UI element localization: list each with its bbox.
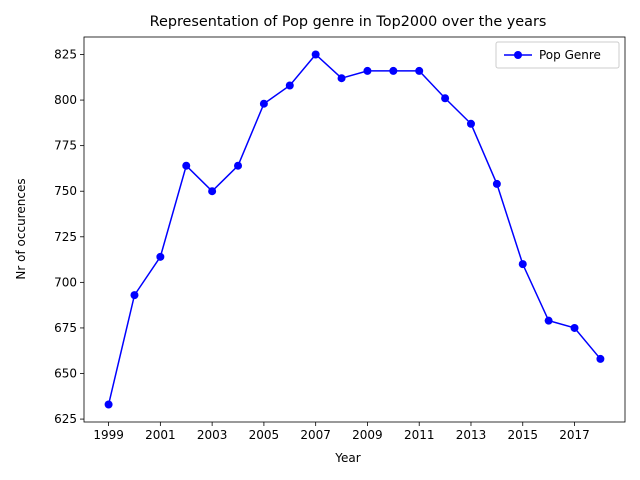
y-axis: 625 650 675 700 725 750 775 800 825 [54,48,84,426]
x-axis: 1999 2001 2003 2005 2007 2009 2011 2013 2015 2017 [93,422,590,442]
x-tick-label: 2001 [145,428,176,442]
y-tick-label: 750 [54,184,77,198]
plot-area [83,36,626,423]
legend-box [495,41,620,69]
x-axis-label: Year [334,451,360,465]
y-axis-label: Nr of occurences [14,178,28,279]
data-point [234,161,243,170]
series-line [107,53,601,405]
x-tick-label: 2007 [300,428,331,442]
legend-label: Pop Genre [539,48,601,62]
data-point [130,291,139,300]
y-tick-label: 775 [54,139,77,153]
plot-frame [83,36,626,423]
data-point [596,354,605,363]
x-tick-label: 2015 [507,428,538,442]
data-point [363,66,372,75]
x-tick-label: 2011 [404,428,435,442]
data-point [337,74,346,83]
x-tick-label: 2013 [456,428,487,442]
y-tick-label: 650 [54,367,77,381]
data-point [182,161,191,170]
data-point [415,66,424,75]
y-tick-label: 675 [54,321,77,335]
x-tick-label: 1999 [93,428,124,442]
y-tick-label: 700 [54,275,77,289]
data-point [466,119,475,128]
legend-marker [514,51,522,59]
legend: Pop Genre [495,41,620,69]
data-point [492,179,501,188]
data-point [259,99,268,108]
data-point [156,252,165,261]
data-point [544,316,553,325]
data-point [570,323,579,332]
y-tick-label: 825 [54,48,77,62]
x-tick-label: 2005 [249,428,280,442]
x-tick-label: 2009 [352,428,383,442]
data-point [389,66,398,75]
y-tick-label: 800 [54,93,77,107]
y-tick-label: 625 [54,412,77,426]
data-point [441,94,450,103]
data-point [518,260,527,269]
data-point [104,400,113,409]
data-point [208,187,217,196]
data-point [285,81,294,90]
x-tick-label: 2003 [197,428,228,442]
data-point [311,50,320,59]
x-tick-label: 2017 [559,428,590,442]
y-tick-label: 725 [54,230,77,244]
chart-title: Representation of Pop genre in Top2000 o… [150,14,547,30]
